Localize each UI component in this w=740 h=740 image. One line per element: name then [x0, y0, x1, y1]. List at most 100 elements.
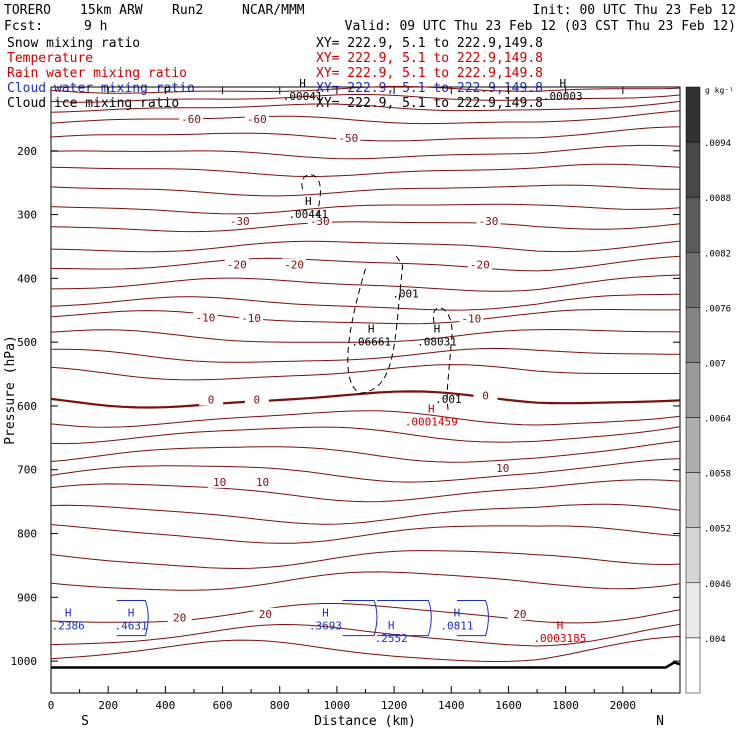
- extrema-labels: H.00041H.00003H.00441.001H.06661H.08031.…: [52, 77, 587, 645]
- colorbar-label: .0058: [704, 470, 731, 480]
- colorbar-band: [685, 527, 701, 584]
- cloud-water-contour: [376, 600, 432, 637]
- extremum-value: .0811: [440, 619, 473, 632]
- extremum-value: .0001459: [405, 415, 458, 428]
- extremum-marker: H: [388, 619, 395, 632]
- contour-label: 10: [256, 476, 269, 489]
- contour-label: 0: [254, 394, 261, 407]
- isotherm-line: [50, 144, 681, 160]
- extremum-marker: H: [65, 606, 72, 619]
- extremum-value: .4631: [114, 619, 147, 632]
- contour-label-bg: [473, 389, 498, 402]
- extremum-marker: H: [557, 619, 564, 632]
- x-tick-label: 400: [155, 699, 175, 712]
- isotherm-line: [50, 293, 681, 311]
- y-tick-label: 600: [17, 400, 37, 413]
- isotherm-line: [50, 550, 681, 570]
- extremum-marker: H: [454, 606, 461, 619]
- isotherm-line: [50, 479, 681, 503]
- model-name: TORERO: [4, 3, 51, 18]
- isotherm-line: [50, 308, 680, 325]
- isotherm-line: [50, 603, 681, 624]
- contour-label: -20: [227, 258, 247, 271]
- contour-label: -10: [195, 311, 215, 324]
- extremum-marker: H: [128, 606, 135, 619]
- isotherm-line: [50, 94, 681, 103]
- isotherm-line: [50, 458, 681, 483]
- contour-label: 20: [513, 608, 526, 621]
- isotherm-line: [50, 184, 680, 197]
- x-tick-label: 1400: [438, 699, 465, 712]
- contour-label-bg: [239, 311, 264, 324]
- contour-label-bg: [207, 475, 232, 488]
- field-name: Snow mixing ratio: [7, 36, 140, 51]
- colorbar-label: .0046: [704, 580, 731, 590]
- field-xy: XY= 222.9, 5.1 to 222.9,149.8: [316, 81, 543, 96]
- isotherm-line: [50, 623, 681, 647]
- contour-label-bg: [490, 461, 515, 474]
- colorbar-band: [685, 637, 701, 694]
- extremum-marker: H: [322, 606, 329, 619]
- x-tick-label: 1200: [381, 699, 408, 712]
- colorbar-band: [685, 141, 701, 198]
- cloud-water-contour: [342, 600, 378, 637]
- isotherm-line: [50, 503, 681, 525]
- extremum-value: .001: [435, 393, 462, 406]
- valid-time: Valid: 09 UTC Thu 23 Feb 12 (03 CST Thu …: [345, 19, 736, 34]
- colorbar-label: .0082: [704, 249, 731, 259]
- colorbar-band: [685, 472, 701, 528]
- x-endpoint-north: N: [656, 714, 664, 729]
- contour-label-bg: [179, 112, 204, 125]
- extremum-value: .00441: [288, 208, 328, 221]
- model-run: Run2: [172, 3, 203, 18]
- extremum-value: .00041: [283, 90, 323, 103]
- contour-label-bg: [476, 214, 501, 227]
- x-endpoint-south: S: [81, 714, 89, 729]
- x-axis-label: Distance (km): [314, 714, 416, 729]
- x-tick-label: 2000: [610, 699, 637, 712]
- contour-label-bg: [244, 112, 269, 125]
- colorbar-label: .004: [704, 635, 726, 645]
- contour-label-bg: [507, 607, 532, 620]
- colorbar-label: .0052: [704, 525, 731, 535]
- contour-label: -50: [338, 132, 358, 145]
- isotherm-line: [50, 110, 681, 125]
- colorbar-band: [685, 307, 701, 363]
- extremum-marker: H: [559, 77, 566, 90]
- y-tick-label: 800: [17, 528, 37, 541]
- extremum-marker: H: [299, 77, 306, 90]
- contour-label: -30: [310, 215, 330, 228]
- cloud-water-contour: [116, 600, 149, 637]
- colorbar-label: .0088: [704, 194, 731, 204]
- contour-label-bg: [167, 611, 192, 624]
- contour-label-bg: [227, 214, 252, 227]
- isotherm-line: [50, 635, 681, 663]
- isotherm-line: [50, 390, 681, 409]
- snow-contour: [301, 174, 322, 222]
- model-org: NCAR/MMM: [242, 3, 305, 18]
- colorbar-band: [685, 362, 701, 418]
- contour-label: 0: [482, 390, 489, 403]
- y-tick-label: 700: [17, 464, 37, 477]
- colorbar-band: [685, 252, 701, 308]
- cloud-water-contours: [116, 600, 489, 637]
- x-tick-label: 0: [48, 699, 55, 712]
- isotherm-line: [50, 221, 681, 233]
- colorbar-label: .0076: [704, 304, 731, 314]
- contour-label: -20: [284, 258, 304, 271]
- extremum-value: .06661: [351, 336, 391, 349]
- y-tick-label: 300: [17, 209, 37, 222]
- terrain-line: [51, 661, 681, 669]
- field-name: Cloud water mixing ratio: [7, 81, 195, 96]
- colorbar-label: .0094: [704, 139, 731, 149]
- isotherm-line: [50, 524, 681, 544]
- temperature-contours: -60 -60 -50 -30 -30 -30 -20 -20 -20 -10 -10 -10 0 0 0 1…: [50, 85, 681, 663]
- extremum-value: .00003: [543, 90, 583, 103]
- isotherm-line: [50, 240, 681, 253]
- y-tick-label: 200: [17, 145, 37, 158]
- isotherm-line: [50, 571, 681, 591]
- colorbar-band: [685, 86, 701, 143]
- y-tick-label: 400: [17, 272, 37, 285]
- contour-label-bg: [224, 258, 249, 271]
